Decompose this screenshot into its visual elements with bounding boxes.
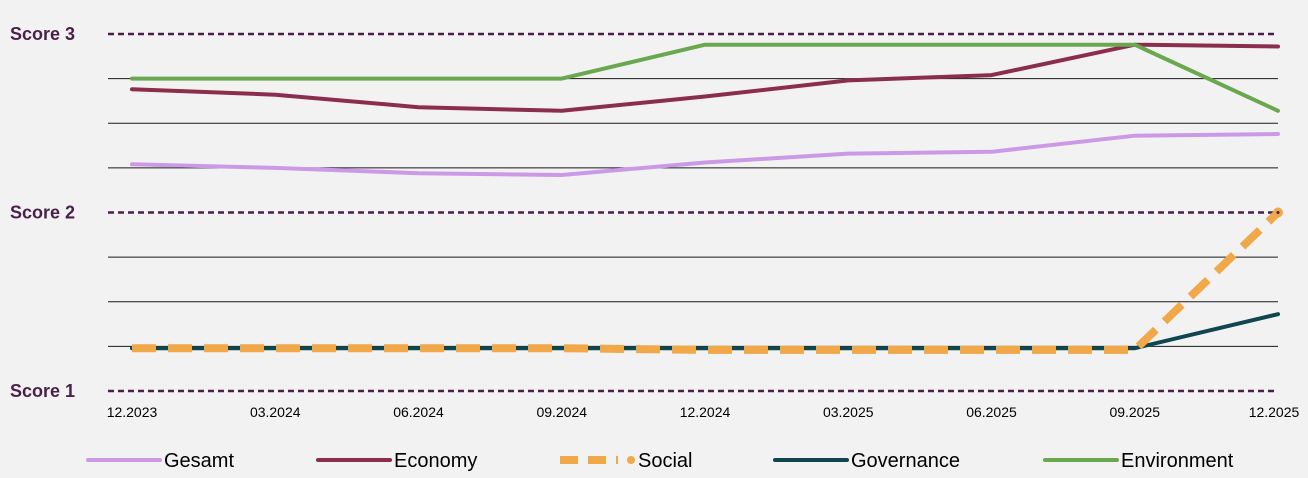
x-tick-label: 12.2025 xyxy=(1249,404,1300,420)
x-tick-label: 03.2024 xyxy=(250,404,301,420)
x-tick-label: 09.2024 xyxy=(536,404,587,420)
series-line-social xyxy=(132,209,1281,354)
x-tick-label: 06.2024 xyxy=(393,404,444,420)
legend-label: Social xyxy=(638,450,692,472)
score-label: Score 1 xyxy=(10,381,75,401)
series-line-gesamt xyxy=(130,132,1280,177)
series-endpoint-dot xyxy=(1276,211,1280,214)
legend-item-economy: Economy xyxy=(316,450,477,472)
series-line-economy xyxy=(130,42,1280,113)
series-line-environment xyxy=(130,42,1280,113)
legend-label: Economy xyxy=(394,450,477,472)
score-label: Score 3 xyxy=(10,24,75,44)
x-tick-label: 06.2025 xyxy=(966,404,1017,420)
x-axis-tick-labels: 12.2023 03.2024 06.2024 09.2024 12.2024 03.20… xyxy=(107,404,1300,420)
legend-label: Governance xyxy=(851,450,960,472)
score-label: Score 2 xyxy=(10,203,75,223)
legend-label: Environment xyxy=(1121,450,1234,472)
x-tick-label: 12.2024 xyxy=(680,404,731,420)
x-tick-label: 09.2025 xyxy=(1109,404,1160,420)
legend: Gesamt Economy Social Governance Environment xyxy=(86,450,1234,472)
legend-item-governance: Governance xyxy=(773,450,960,472)
legend-item-environment: Environment xyxy=(1043,450,1234,472)
legend-swatch-dot xyxy=(627,456,635,464)
legend-item-social: Social xyxy=(560,450,692,472)
legend-item-gesamt: Gesamt xyxy=(86,450,234,472)
x-tick-label: 03.2025 xyxy=(823,404,874,420)
legend-label: Gesamt xyxy=(164,450,234,472)
score-lines: Score 3 Score 2 Score 1 xyxy=(10,24,1278,401)
series-lines xyxy=(130,42,1283,354)
x-tick-label: 12.2023 xyxy=(107,404,158,420)
series-line-governance xyxy=(130,312,1280,351)
